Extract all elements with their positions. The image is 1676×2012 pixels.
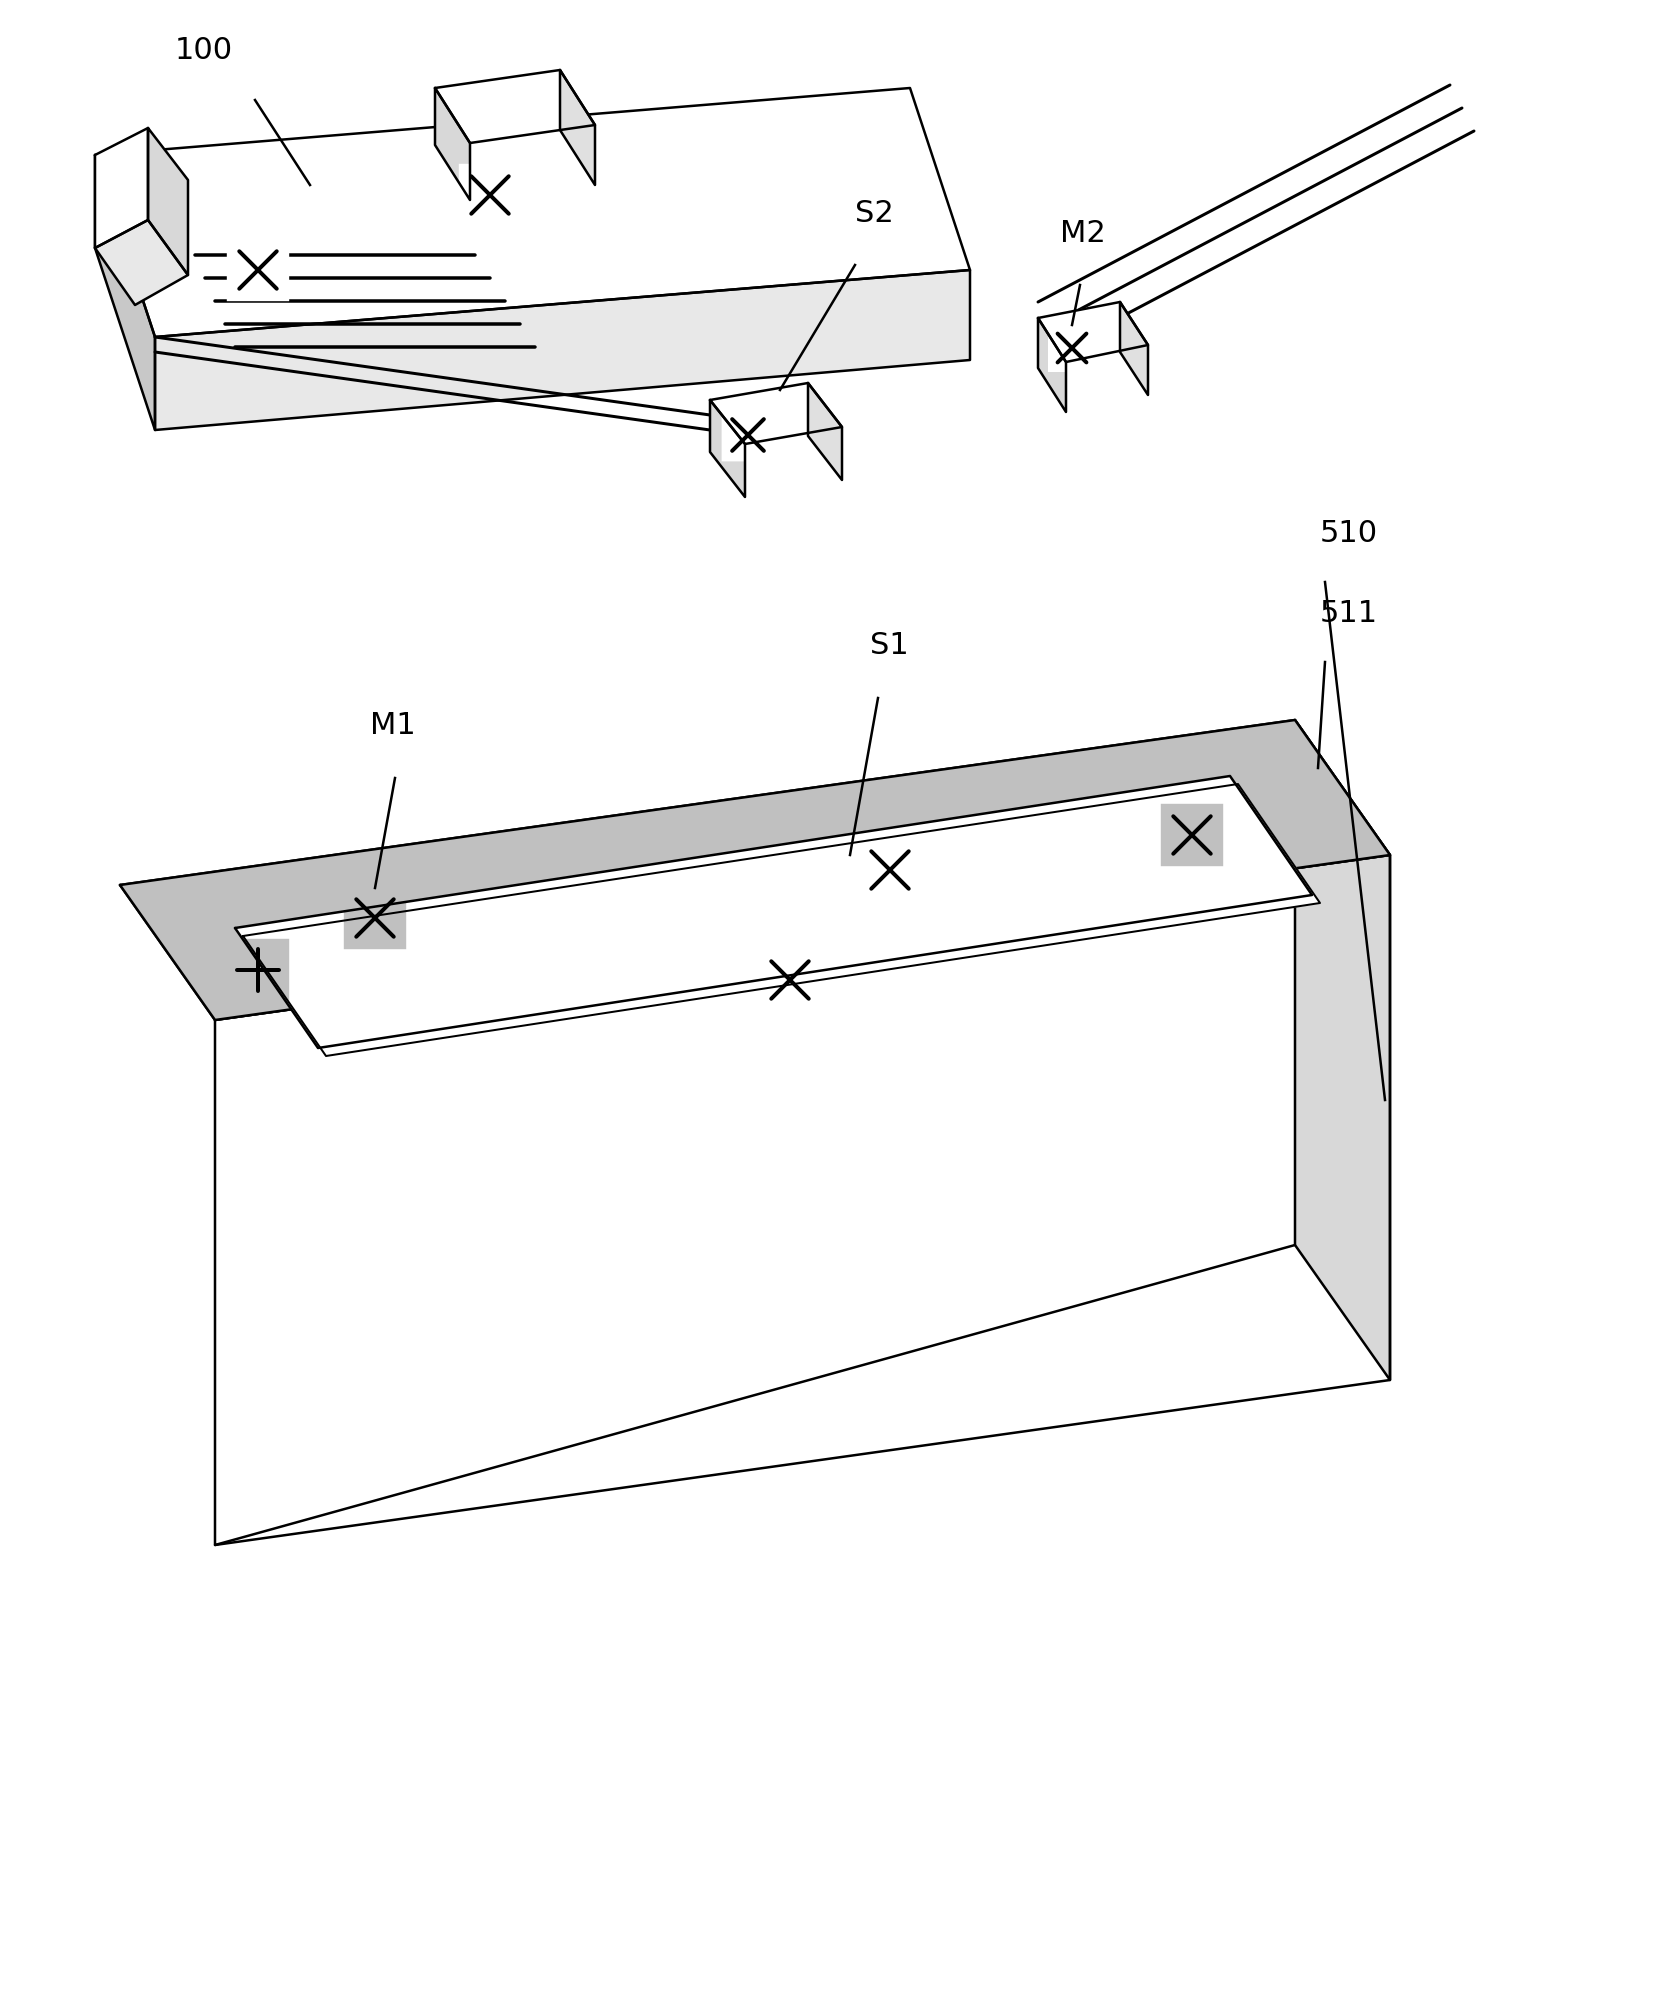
FancyBboxPatch shape: [858, 839, 922, 901]
Polygon shape: [560, 70, 595, 185]
FancyBboxPatch shape: [759, 950, 821, 1012]
Text: 510: 510: [1321, 519, 1378, 547]
Text: 511: 511: [1321, 600, 1378, 628]
Polygon shape: [711, 382, 841, 445]
Polygon shape: [436, 89, 469, 199]
FancyBboxPatch shape: [226, 940, 290, 1002]
FancyBboxPatch shape: [459, 163, 521, 225]
FancyBboxPatch shape: [344, 887, 406, 950]
Text: 100: 100: [174, 36, 233, 64]
Polygon shape: [711, 400, 746, 497]
Polygon shape: [243, 785, 1321, 1056]
Polygon shape: [154, 270, 970, 431]
Polygon shape: [1296, 720, 1389, 1380]
Text: S1: S1: [870, 632, 908, 660]
Text: M1: M1: [370, 710, 416, 740]
FancyBboxPatch shape: [226, 239, 290, 302]
Polygon shape: [96, 129, 147, 247]
Polygon shape: [121, 720, 1389, 1020]
Polygon shape: [215, 855, 1389, 1545]
FancyBboxPatch shape: [722, 408, 774, 461]
FancyBboxPatch shape: [1048, 324, 1096, 372]
Polygon shape: [436, 70, 595, 143]
Polygon shape: [96, 89, 970, 336]
FancyBboxPatch shape: [1161, 805, 1223, 867]
Polygon shape: [235, 777, 1312, 1048]
Polygon shape: [121, 720, 1389, 1020]
Polygon shape: [147, 129, 188, 276]
Polygon shape: [808, 382, 841, 481]
Polygon shape: [96, 155, 154, 431]
Text: M2: M2: [1059, 219, 1106, 247]
Polygon shape: [1037, 318, 1066, 412]
Polygon shape: [1037, 302, 1148, 362]
Text: S2: S2: [855, 199, 893, 227]
Polygon shape: [1120, 302, 1148, 394]
Polygon shape: [96, 219, 188, 306]
